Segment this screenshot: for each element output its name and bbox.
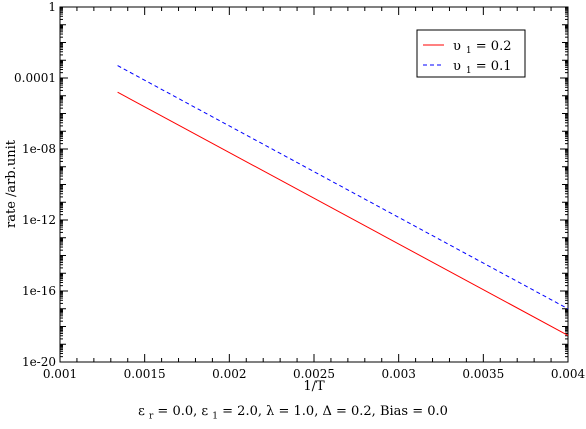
y-axis-label: rate /arb.unit [4,139,19,228]
x-tick-label: 0.004 [551,367,586,381]
series-line-0 [117,91,569,336]
caption-eps-r-symbol: ε [138,404,145,419]
x-tick-label: 0.0025 [293,367,335,381]
x-tick-label: 0.0015 [124,367,166,381]
x-tick-label: 0.0035 [462,367,504,381]
x-axis-ticks: 0.001 0.0015 0.002 0.0025 0.003 0.0035 0.004 [43,7,586,381]
y-tick-label: 1 [48,0,56,14]
y-axis-ticks: 1e-20 1e-16 1e-12 1e-08 0.0001 1 [14,0,568,369]
series-layer [117,65,569,336]
y-tick-label: 1e-16 [22,284,56,298]
legend-box [416,29,526,78]
x-axis-label: 1/T [303,379,325,394]
x-tick-label: 0.001 [43,367,77,381]
caption-eps-1-sub: 1 [212,411,219,422]
series-line-1 [117,65,569,310]
caption-part-1: = 0.0, [157,404,202,419]
caption-part-2: = 2.0, λ = 1.0, Δ = 0.2, Bias = 0.0 [222,404,448,419]
caption-eps-r-sub: r [148,411,154,422]
y-tick-label: 1e-08 [22,142,56,156]
y-tick-label: 0.0001 [14,71,56,85]
x-tick-label: 0.002 [212,367,246,381]
y-tick-label: 1e-12 [22,213,56,227]
rate-chart: 0.001 0.0015 0.002 0.0025 0.003 0.0035 0.004 1… [4,0,586,394]
x-tick-label: 0.003 [381,367,415,381]
caption-eps-1-symbol: ε [201,404,209,419]
parameter-caption: ε r = 0.0, ε 1 = 2.0, λ = 1.0, Δ = 0.2, … [0,404,586,422]
y-tick-label: 1e-20 [22,355,56,369]
